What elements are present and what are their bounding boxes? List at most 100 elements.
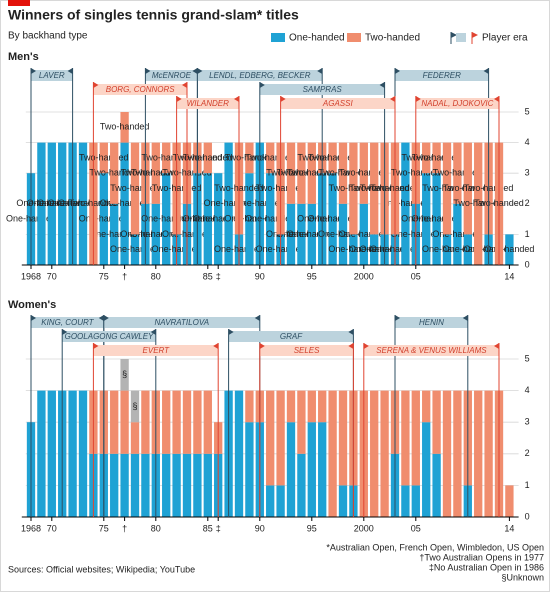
bar-segment: [411, 485, 420, 517]
y-tick-label: 3: [525, 168, 530, 178]
segment-label: One-handed: [58, 198, 108, 208]
bar-segment: [47, 390, 56, 517]
segment-label: Two-handed: [183, 152, 233, 162]
bar-segment: [276, 390, 285, 486]
segment-label: One-handed: [183, 213, 233, 223]
era-label: LAVER: [39, 71, 65, 80]
bar-segment: [297, 390, 306, 454]
era-flag: [254, 315, 260, 321]
bar-segment: [245, 173, 254, 265]
era-box: [259, 345, 354, 356]
legend-label: Two-handed: [365, 33, 420, 44]
era-box: [145, 70, 198, 81]
era-label: WILANDER: [187, 99, 229, 108]
x-tick-label: 05: [411, 523, 421, 533]
x-tick-label: †: [122, 271, 127, 281]
era-box: [176, 98, 239, 109]
y-tick-label: 5: [525, 353, 530, 363]
bar-segment: [130, 390, 140, 423]
era-box: [228, 331, 354, 342]
bar-segment: [359, 142, 368, 204]
segment-label: Two-handed: [245, 152, 295, 162]
legend-label: One-handed: [289, 33, 345, 44]
era-flag: [395, 68, 400, 74]
era-box: [31, 317, 104, 328]
bar-segment: [338, 390, 348, 486]
era-label: NADAL, DJOKOVIC: [421, 99, 493, 108]
bar-segment: [307, 142, 316, 204]
y-tick-label: 4: [525, 137, 530, 147]
bar-segment: [130, 453, 140, 517]
era-label: LENDL, EDBERG, BECKER: [209, 71, 311, 80]
bar-segment: [297, 453, 306, 517]
bar-segment: [474, 390, 483, 517]
bar-segment: [68, 390, 77, 517]
era-flag: [145, 68, 151, 74]
era-flag: [176, 96, 182, 102]
era-label: FEDERER: [423, 71, 461, 80]
era-label: NAVRATILOVA: [155, 318, 210, 327]
era-flag: [259, 82, 265, 88]
era-flag: [192, 68, 198, 74]
era-label: HENIN: [419, 318, 444, 327]
bar-segment: [432, 390, 441, 454]
bar-segment: [432, 453, 441, 517]
bar-segment: [401, 142, 410, 265]
bar-segment: [370, 390, 379, 517]
segment-label: One-handed: [412, 213, 462, 223]
x-tick-label: 1968: [21, 271, 41, 281]
era-flag: [197, 68, 203, 74]
x-tick-label: ‡: [216, 523, 221, 533]
segment-label: One-handed: [100, 198, 150, 208]
bar-segment: [422, 173, 431, 265]
segment-label: One-handed: [89, 229, 139, 239]
bar-segment: [47, 142, 56, 265]
bar-segment: [110, 453, 119, 517]
segment-label: Two-handed: [349, 183, 399, 193]
era-flag: [363, 343, 369, 349]
bar-segment: [245, 390, 254, 423]
y-tick-label: 2: [525, 198, 530, 208]
bar-segment: [453, 142, 462, 204]
segment-label: One-handed: [266, 229, 316, 239]
footnote: §Unknown: [501, 572, 544, 582]
bar-segment: [120, 112, 129, 143]
bar-segment: [474, 142, 483, 265]
bar-segment: [266, 142, 275, 174]
y-tick-label: 4: [525, 385, 530, 395]
x-tick-label: 95: [307, 523, 317, 533]
bar-segment: [172, 390, 181, 454]
x-tick-label: 14: [504, 271, 514, 281]
bar-segment: [78, 142, 88, 265]
bar-segment: [120, 359, 129, 391]
bar-segment: [297, 203, 306, 265]
bar-segment: [286, 390, 296, 423]
x-tick-label: 75: [99, 523, 109, 533]
era-box: [395, 70, 489, 81]
bar-segment: [78, 390, 88, 517]
bar-segment: [110, 390, 119, 454]
segment-label: One-handed: [287, 229, 337, 239]
bar-segment: [266, 485, 275, 517]
era-icon: [450, 32, 478, 44]
era-label: SERENA & VENUS WILLIAMS: [376, 346, 487, 355]
bar-segment: [99, 173, 108, 265]
x-tick-label: ‡: [216, 271, 221, 281]
segment-label: One-handed: [328, 244, 378, 254]
era-flag: [98, 315, 104, 321]
bar-segment: [110, 203, 119, 265]
y-tick-label: 5: [525, 106, 530, 116]
segment-label: Two-handed: [277, 168, 327, 178]
bar-segment: [453, 203, 462, 265]
segment-label: Two-handed: [89, 168, 139, 178]
bar-segment: [307, 422, 316, 517]
segment-label: One-handed: [339, 229, 389, 239]
x-tick-label: 90: [255, 271, 265, 281]
segment-label: Two-handed: [329, 183, 379, 193]
bar-segment: [307, 203, 316, 265]
bar-segment: [234, 390, 244, 517]
bar-segment: [401, 390, 410, 486]
bar-segment: [463, 142, 472, 235]
bar-segment: [505, 485, 514, 517]
